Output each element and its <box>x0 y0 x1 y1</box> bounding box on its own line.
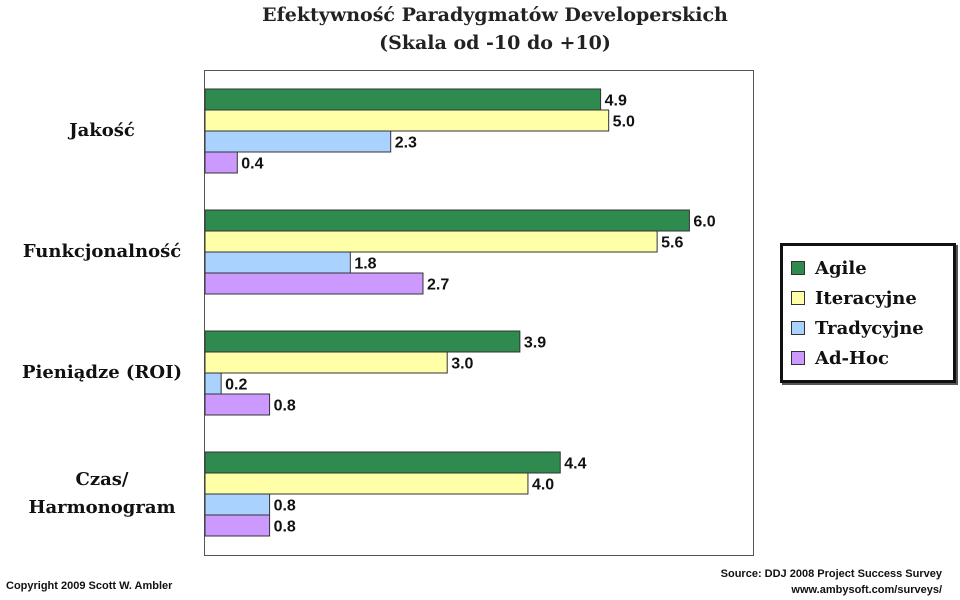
bar-value-label: 4.4 <box>564 456 586 473</box>
bar-value-label: 3.9 <box>524 335 546 352</box>
legend-item-tradycyjne: Tradycyjne <box>791 314 924 342</box>
legend-swatch <box>791 321 805 335</box>
category-label: Pieniądze (ROI) <box>21 362 183 383</box>
bar-tradycyjne-0 <box>204 130 392 153</box>
bar-ad-hoc-0 <box>204 151 238 174</box>
bar-agile-2 <box>204 330 521 353</box>
bar-value-label: 5.0 <box>613 114 635 131</box>
legend-label: Tradycyjne <box>815 317 924 339</box>
bar-value-label: 1.8 <box>354 256 376 273</box>
legend-swatch <box>791 261 805 275</box>
bar-value-label: 0.8 <box>274 498 296 515</box>
bar-ad-hoc-1 <box>204 272 424 295</box>
bar-ad-hoc-3 <box>204 514 271 537</box>
copyright-text: Copyright 2009 Scott W. Ambler <box>6 580 173 592</box>
category-label: Jakość <box>69 120 135 141</box>
bar-tradycyjne-1 <box>204 251 351 274</box>
legend-label: Ad-Hoc <box>815 347 889 369</box>
bar-agile-0 <box>204 88 602 111</box>
source-text: Source: DDJ 2008 Project Success Survey <box>720 568 942 580</box>
bar-value-label: 5.6 <box>661 235 683 252</box>
bar-iteracyjne-2 <box>204 351 448 374</box>
bar-value-label: 2.3 <box>395 135 417 152</box>
plot-area <box>204 70 754 556</box>
legend-item-iteracyjne: Iteracyjne <box>791 284 917 312</box>
category-label: Funkcjonalność <box>22 241 182 262</box>
bar-value-label: 4.9 <box>605 93 627 110</box>
source-url: www.ambysoft.com/surveys/ <box>791 584 942 596</box>
bar-value-label: 2.7 <box>427 277 449 294</box>
bar-value-label: 4.0 <box>532 477 554 494</box>
bar-value-label: 0.2 <box>225 377 247 394</box>
bar-ad-hoc-2 <box>204 393 271 416</box>
legend-label: Agile <box>815 257 867 279</box>
bar-iteracyjne-3 <box>204 472 529 495</box>
bar-iteracyjne-1 <box>204 230 658 253</box>
category-label: Harmonogram <box>28 497 176 518</box>
legend-label: Iteracyjne <box>815 287 917 309</box>
bar-value-label: 6.0 <box>693 214 715 231</box>
bar-value-label: 0.4 <box>241 156 263 173</box>
chart-subtitle: (Skala od -10 do +10) <box>379 32 611 54</box>
bar-value-label: 0.8 <box>274 519 296 536</box>
legend-swatch <box>791 351 805 365</box>
legend-item-agile: Agile <box>791 254 867 282</box>
bar-tradycyjne-3 <box>204 493 271 516</box>
chart-title: Efektywność Paradygmatów Developerskich <box>262 4 728 26</box>
category-label: Czas/ <box>75 469 129 490</box>
legend-swatch <box>791 291 805 305</box>
bar-value-label: 3.0 <box>451 356 473 373</box>
bar-value-label: 0.8 <box>274 398 296 415</box>
bar-iteracyjne-0 <box>204 109 610 132</box>
bar-agile-1 <box>204 209 690 232</box>
legend: Agile Iteracyjne Tradycyjne Ad-Hoc <box>780 243 956 383</box>
bar-agile-3 <box>204 451 561 474</box>
legend-item-ad-hoc: Ad-Hoc <box>791 344 889 372</box>
bar-tradycyjne-2 <box>204 372 222 395</box>
